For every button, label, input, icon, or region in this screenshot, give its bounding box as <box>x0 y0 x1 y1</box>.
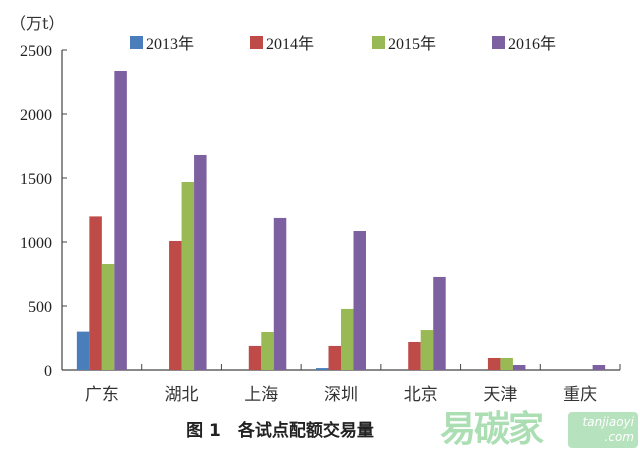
y-axis-unit: （万t） <box>10 14 65 33</box>
bar-2015年-广东 <box>101 264 115 370</box>
legend-swatch <box>250 36 263 49</box>
y-tick-label: 2500 <box>20 43 52 60</box>
watermark-domain: .com <box>604 430 634 444</box>
bar-2015年-天津 <box>500 357 513 370</box>
y-tick-label: 1500 <box>20 171 52 188</box>
y-tick-label: 2000 <box>20 107 52 124</box>
bar-2016年-深圳 <box>353 230 366 370</box>
bar-2014年-北京 <box>408 341 421 370</box>
bar-2015年-深圳 <box>341 308 354 370</box>
bar-2014年-天津 <box>487 357 501 370</box>
bar-2013年-广东 <box>76 331 90 370</box>
bar-2014年-上海 <box>248 345 262 370</box>
bar-2016年-湖北 <box>194 154 207 370</box>
bar-2016年-天津 <box>512 365 526 370</box>
x-tick-label: 深圳 <box>324 385 358 405</box>
x-tick-label: 天津 <box>483 385 517 405</box>
bar-2014年-广东 <box>89 216 102 370</box>
x-tick-label: 湖北 <box>165 385 199 405</box>
y-tick-label: 0 <box>44 363 52 380</box>
watermark-site: tanjiaoyi .com <box>568 412 638 448</box>
x-tick-label: 北京 <box>404 385 438 405</box>
legend-label: 2015年 <box>388 35 436 53</box>
y-tick-label: 500 <box>28 299 52 316</box>
bar-2015年-湖北 <box>181 181 195 370</box>
chart-title: 图 1 各试点配额交易量 <box>186 421 374 441</box>
bar-2016年-重庆 <box>592 365 606 370</box>
bar-2014年-湖北 <box>169 240 182 370</box>
legend-swatch <box>372 36 385 49</box>
watermark-logo: 易碳家 <box>440 409 544 450</box>
legend-swatch <box>130 36 143 49</box>
x-tick-label: 广东 <box>85 385 119 405</box>
legend-label: 2013年 <box>146 35 194 53</box>
bar-2016年-广东 <box>114 70 127 370</box>
y-tick-label: 1000 <box>20 235 52 252</box>
bar-2013年-深圳 <box>316 368 329 370</box>
bar-2014年-深圳 <box>328 345 341 370</box>
legend-label: 2016年 <box>508 35 556 53</box>
watermark-site-name: tanjiaoyi <box>582 415 634 429</box>
bar-2015年-北京 <box>420 330 434 370</box>
legend-swatch <box>492 36 505 49</box>
x-tick-label: 重庆 <box>563 385 597 405</box>
bar-2015年-上海 <box>261 331 274 370</box>
bar-2016年-上海 <box>273 217 287 370</box>
x-tick-label: 上海 <box>244 385 278 405</box>
legend-label: 2014年 <box>266 35 314 53</box>
bar-2016年-北京 <box>433 276 446 370</box>
